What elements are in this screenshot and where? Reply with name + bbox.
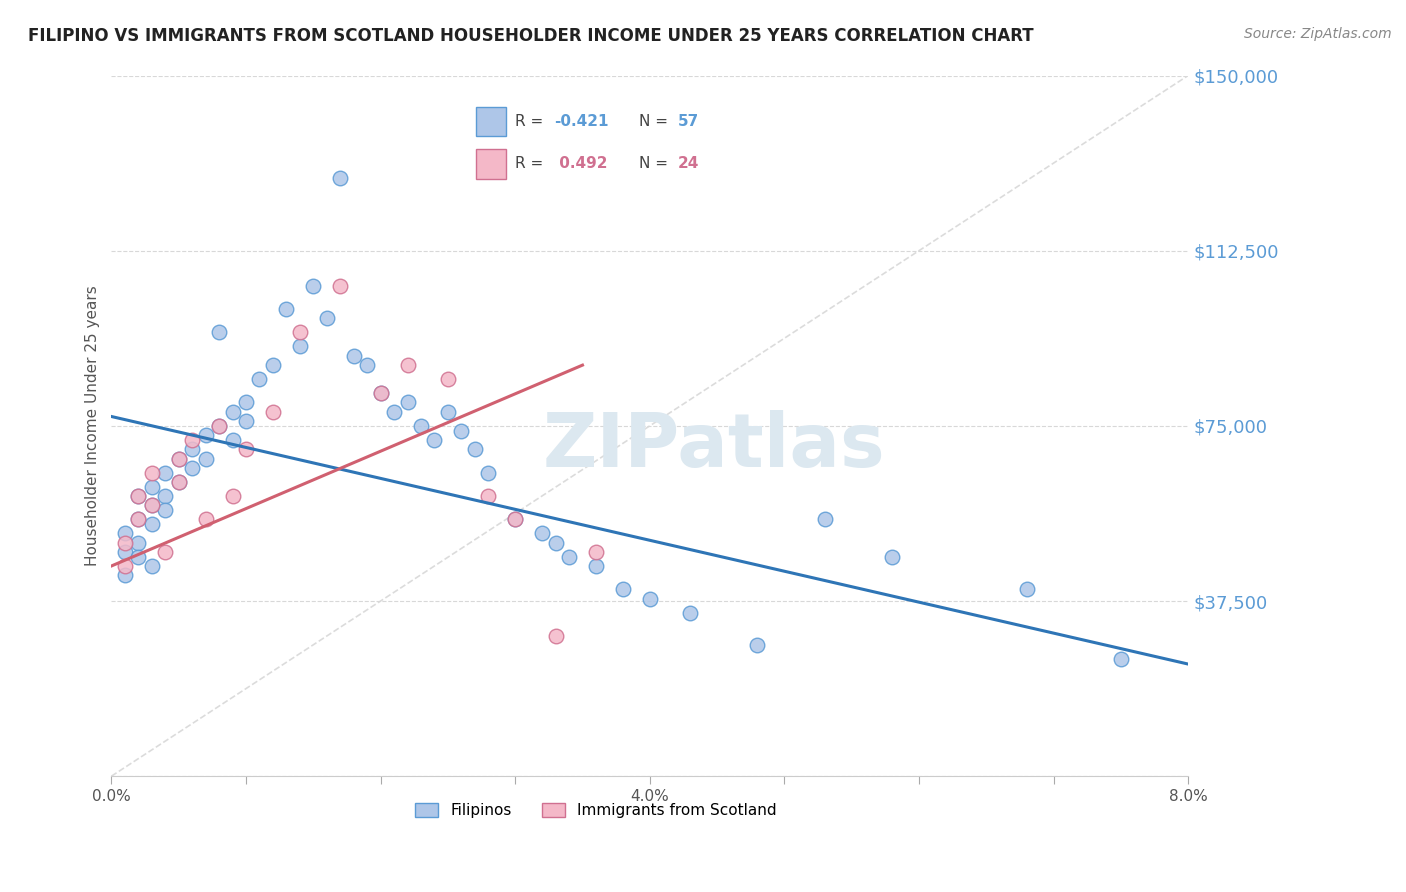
- Filipinos: [315, 311, 337, 326]
- Filipinos: [155, 466, 177, 480]
- Filipinos: [155, 489, 177, 503]
- Immigrants from Scotland: [329, 278, 352, 293]
- Immigrants from Scotland: [127, 512, 149, 526]
- Text: FILIPINO VS IMMIGRANTS FROM SCOTLAND HOUSEHOLDER INCOME UNDER 25 YEARS CORRELATI: FILIPINO VS IMMIGRANTS FROM SCOTLAND HOU…: [28, 27, 1033, 45]
- Text: Source: ZipAtlas.com: Source: ZipAtlas.com: [1244, 27, 1392, 41]
- Immigrants from Scotland: [262, 405, 284, 419]
- Filipinos: [531, 526, 554, 541]
- Immigrants from Scotland: [288, 326, 311, 340]
- Filipinos: [181, 442, 204, 457]
- Immigrants from Scotland: [155, 545, 177, 559]
- Filipinos: [880, 549, 903, 564]
- Filipinos: [1109, 652, 1132, 666]
- Filipinos: [208, 326, 231, 340]
- Filipinos: [343, 349, 366, 363]
- Filipinos: [167, 475, 190, 489]
- Filipinos: [262, 358, 284, 372]
- Filipinos: [249, 372, 271, 386]
- Filipinos: [141, 516, 163, 531]
- Filipinos: [181, 461, 204, 475]
- Filipinos: [141, 559, 163, 574]
- Filipinos: [503, 512, 526, 526]
- Filipinos: [194, 428, 217, 442]
- Immigrants from Scotland: [114, 535, 136, 549]
- Filipinos: [1015, 582, 1038, 597]
- Immigrants from Scotland: [181, 433, 204, 447]
- Legend: Filipinos, Immigrants from Scotland: Filipinos, Immigrants from Scotland: [409, 797, 783, 824]
- Filipinos: [141, 479, 163, 493]
- Filipinos: [221, 433, 243, 447]
- Filipinos: [235, 414, 257, 428]
- Filipinos: [221, 405, 243, 419]
- Immigrants from Scotland: [396, 358, 419, 372]
- Filipinos: [396, 395, 419, 409]
- Filipinos: [114, 545, 136, 559]
- Immigrants from Scotland: [114, 559, 136, 574]
- Immigrants from Scotland: [141, 498, 163, 512]
- Immigrants from Scotland: [437, 372, 460, 386]
- Immigrants from Scotland: [503, 512, 526, 526]
- Filipinos: [585, 559, 607, 574]
- Filipinos: [329, 171, 352, 186]
- Filipinos: [409, 418, 432, 433]
- Filipinos: [477, 466, 499, 480]
- Filipinos: [370, 386, 392, 401]
- Immigrants from Scotland: [141, 466, 163, 480]
- Immigrants from Scotland: [167, 451, 190, 466]
- Filipinos: [612, 582, 634, 597]
- Filipinos: [194, 451, 217, 466]
- Filipinos: [382, 405, 405, 419]
- Filipinos: [276, 301, 298, 316]
- Filipinos: [127, 535, 149, 549]
- Immigrants from Scotland: [477, 489, 499, 503]
- Filipinos: [235, 395, 257, 409]
- Immigrants from Scotland: [585, 545, 607, 559]
- Filipinos: [167, 451, 190, 466]
- Filipinos: [155, 503, 177, 517]
- Filipinos: [558, 549, 581, 564]
- Filipinos: [464, 442, 486, 457]
- Filipinos: [302, 278, 325, 293]
- Immigrants from Scotland: [235, 442, 257, 457]
- Text: ZIPatlas: ZIPatlas: [543, 410, 886, 483]
- Y-axis label: Householder Income Under 25 years: Householder Income Under 25 years: [86, 285, 100, 566]
- Filipinos: [208, 418, 231, 433]
- Filipinos: [141, 498, 163, 512]
- Filipinos: [288, 339, 311, 353]
- Filipinos: [114, 568, 136, 582]
- Filipinos: [114, 526, 136, 541]
- Immigrants from Scotland: [221, 489, 243, 503]
- Immigrants from Scotland: [194, 512, 217, 526]
- Filipinos: [127, 512, 149, 526]
- Immigrants from Scotland: [127, 489, 149, 503]
- Filipinos: [437, 405, 460, 419]
- Filipinos: [679, 606, 702, 620]
- Filipinos: [423, 433, 446, 447]
- Filipinos: [356, 358, 378, 372]
- Immigrants from Scotland: [208, 418, 231, 433]
- Filipinos: [127, 549, 149, 564]
- Immigrants from Scotland: [370, 386, 392, 401]
- Filipinos: [544, 535, 567, 549]
- Filipinos: [127, 489, 149, 503]
- Immigrants from Scotland: [544, 629, 567, 643]
- Filipinos: [638, 591, 661, 606]
- Filipinos: [814, 512, 837, 526]
- Immigrants from Scotland: [167, 475, 190, 489]
- Filipinos: [450, 424, 472, 438]
- Filipinos: [747, 639, 769, 653]
